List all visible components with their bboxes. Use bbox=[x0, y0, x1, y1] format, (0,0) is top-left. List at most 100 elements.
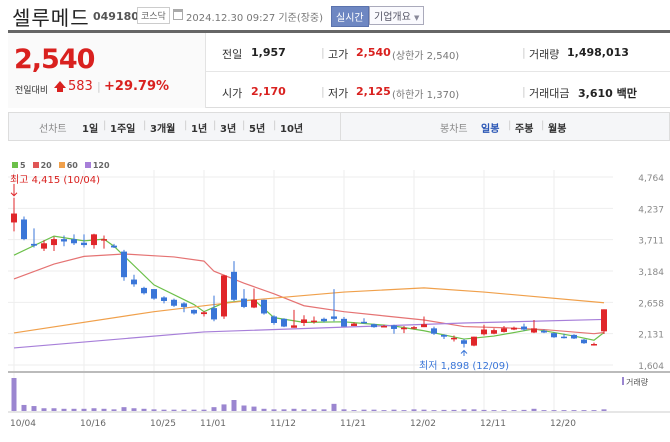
stock-code: 049180 bbox=[93, 10, 139, 23]
change-label: 전일대비 bbox=[15, 86, 49, 96]
volume-bar bbox=[231, 400, 237, 411]
low-arrow-icon bbox=[460, 349, 468, 356]
lower-limit: (하한가 1,370) bbox=[392, 90, 460, 101]
current-price: 2,540 bbox=[14, 44, 95, 75]
candle-body bbox=[461, 340, 467, 344]
volume-bar bbox=[171, 409, 177, 411]
candle-body bbox=[141, 287, 147, 294]
candle-body bbox=[551, 333, 557, 338]
volume-bar bbox=[31, 406, 37, 411]
volume-bar bbox=[501, 410, 507, 411]
candle-body bbox=[301, 319, 307, 323]
legend-item-ma20: 20 bbox=[32, 161, 52, 170]
volume-bar bbox=[51, 408, 57, 411]
caret-down-icon: ▼ bbox=[414, 14, 420, 22]
volume-swatch bbox=[622, 377, 624, 385]
calendar-icon bbox=[173, 9, 183, 20]
candle-body bbox=[471, 336, 477, 346]
volume-bar bbox=[141, 408, 147, 411]
tab-line-3[interactable]: 1년 bbox=[191, 124, 208, 135]
low-value: 2,125 bbox=[356, 85, 391, 98]
candle-body bbox=[341, 318, 347, 327]
x-tick-label: 10/04 bbox=[10, 419, 36, 429]
candle-body bbox=[281, 318, 287, 327]
candle-body bbox=[351, 323, 357, 326]
candle-body bbox=[161, 297, 167, 301]
separator: | bbox=[541, 120, 545, 131]
tab-candle-1[interactable]: 주봉 bbox=[515, 124, 534, 135]
volume-bar bbox=[311, 409, 317, 411]
separator: | bbox=[242, 120, 246, 131]
company-info-button[interactable]: 기업개요 ▼ bbox=[369, 6, 425, 25]
volume-bar bbox=[261, 408, 267, 411]
volume-legend: 거래량 bbox=[622, 377, 648, 388]
candle-body bbox=[21, 219, 27, 240]
candle-body bbox=[211, 308, 217, 320]
volume-bar bbox=[181, 409, 187, 411]
prev-close-label: 전일 bbox=[222, 48, 243, 61]
separator: | bbox=[97, 80, 101, 93]
candle-body bbox=[11, 213, 17, 223]
candle-body bbox=[201, 312, 207, 315]
candle-body bbox=[91, 234, 97, 246]
tab-candle-0[interactable]: 일봉 bbox=[481, 124, 500, 135]
legend-item-ma60: 60 bbox=[58, 161, 78, 170]
tab-candle-2[interactable]: 월봉 bbox=[548, 124, 567, 135]
realtime-button[interactable]: 실시간 bbox=[331, 6, 369, 27]
legend-item-ma120: 120 bbox=[84, 161, 110, 170]
x-tick-label: 10/25 bbox=[150, 419, 176, 429]
candle-body bbox=[531, 328, 537, 333]
separator: | bbox=[522, 46, 526, 59]
volume-bar bbox=[81, 408, 87, 411]
candle-body bbox=[561, 336, 567, 339]
tab-line-6[interactable]: 10년 bbox=[280, 124, 304, 135]
volume-bar bbox=[371, 409, 377, 411]
volume-bar bbox=[581, 410, 587, 411]
tab-line-4[interactable]: 3년 bbox=[220, 124, 237, 135]
candle-body bbox=[81, 242, 87, 246]
volume-bar bbox=[321, 409, 327, 411]
price-change: 583 bbox=[68, 79, 93, 94]
tab-line-2[interactable]: 3개월 bbox=[150, 124, 176, 135]
volume-bar bbox=[331, 403, 337, 411]
candle-body bbox=[591, 343, 597, 346]
separator: | bbox=[103, 120, 107, 131]
separator: | bbox=[321, 46, 325, 59]
legend-swatch bbox=[58, 162, 65, 168]
separator: | bbox=[321, 85, 325, 98]
volume-bar bbox=[541, 410, 547, 411]
candle-body bbox=[491, 330, 497, 334]
legend-item-ma5: 5 bbox=[12, 161, 26, 170]
tab-line-0[interactable]: 1일 bbox=[82, 124, 99, 135]
candle-body bbox=[541, 330, 547, 333]
candle-body bbox=[521, 326, 527, 330]
volume-value: 1,498,013 bbox=[567, 46, 629, 59]
candle-body bbox=[41, 243, 47, 249]
candle-body bbox=[361, 321, 367, 324]
candle-body bbox=[371, 324, 377, 328]
candle-body bbox=[71, 239, 77, 244]
tab-line-5[interactable]: 5년 bbox=[249, 124, 266, 135]
prev-close-value: 1,957 bbox=[251, 46, 286, 59]
y-tick-label: 1,604 bbox=[638, 362, 664, 372]
legend-label: 120 bbox=[92, 161, 110, 170]
chart-tabs bbox=[8, 112, 670, 141]
x-tick-label: 11/21 bbox=[340, 419, 366, 429]
high-arrow-icon bbox=[10, 184, 18, 197]
candle-body bbox=[191, 309, 197, 314]
candle-body bbox=[111, 245, 117, 248]
legend-label: 5 bbox=[20, 161, 26, 170]
volume-bar bbox=[201, 409, 207, 411]
volume-bar bbox=[21, 404, 27, 411]
volume-bar bbox=[61, 408, 67, 411]
y-tick-label: 2,658 bbox=[638, 299, 664, 309]
volume-bar bbox=[271, 409, 277, 411]
volume-bar bbox=[521, 409, 527, 411]
volume-bar bbox=[401, 410, 407, 411]
tab-line-1[interactable]: 1주일 bbox=[110, 124, 136, 135]
x-tick-label: 12/02 bbox=[410, 419, 436, 429]
volume-bar bbox=[91, 408, 97, 411]
candle-body bbox=[511, 327, 517, 330]
candle-body bbox=[381, 325, 387, 328]
volume-bar bbox=[151, 409, 157, 411]
